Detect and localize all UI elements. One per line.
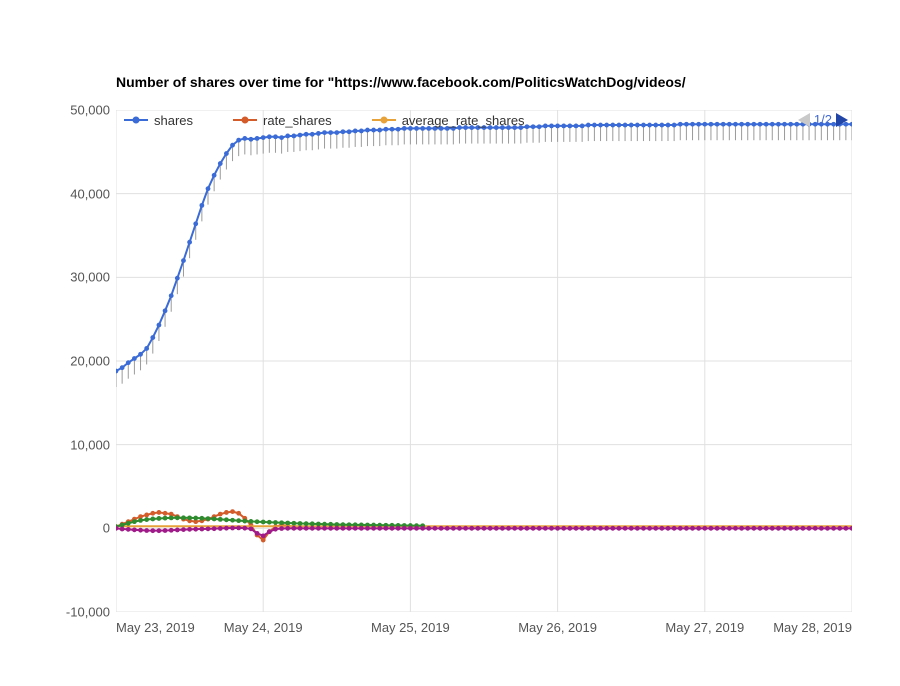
y-tick-label: 10,000 — [50, 437, 110, 452]
legend-swatch — [233, 113, 257, 127]
x-tick-label: May 28, 2019 — [773, 620, 852, 635]
series-series_magenta — [116, 526, 852, 539]
legend-swatch — [124, 113, 148, 127]
y-tick-label: 30,000 — [50, 270, 110, 285]
legend-item-average_rate_shares[interactable]: average_rate_shares — [372, 113, 525, 128]
x-tick-label: May 26, 2019 — [518, 620, 597, 635]
y-axis-labels: -10,000010,00020,00030,00040,00050,000 — [0, 110, 110, 612]
x-tick-label: May 23, 2019 — [116, 620, 195, 635]
y-tick-label: 20,000 — [50, 354, 110, 369]
y-tick-label: 40,000 — [50, 186, 110, 201]
y-tick-label: 0 — [50, 521, 110, 536]
x-tick-label: May 27, 2019 — [665, 620, 744, 635]
y-tick-label: -10,000 — [50, 605, 110, 620]
droplines — [116, 124, 852, 387]
legend: shares rate_shares average_rate_shares — [116, 110, 525, 130]
legend-pager[interactable]: 1/2 — [798, 112, 848, 127]
legend-label: rate_shares — [263, 113, 332, 128]
x-tick-label: May 25, 2019 — [371, 620, 450, 635]
chart-title-line1: Number of shares over time for "https://… — [116, 74, 686, 90]
legend-label: average_rate_shares — [402, 113, 525, 128]
pager-next-icon[interactable] — [836, 113, 848, 127]
x-tick-label: May 24, 2019 — [224, 620, 303, 635]
legend-label: shares — [154, 113, 193, 128]
legend-swatch — [372, 113, 396, 127]
legend-item-rate_shares[interactable]: rate_shares — [233, 113, 332, 128]
legend-item-shares[interactable]: shares — [124, 113, 193, 128]
y-tick-label: 50,000 — [50, 103, 110, 118]
chart-stage: Number of shares over time for "https://… — [0, 0, 900, 686]
pager-prev-icon[interactable] — [798, 113, 810, 127]
gridlines — [116, 110, 852, 612]
chart-svg — [116, 110, 852, 612]
plot-area[interactable]: shares rate_shares average_rate_shares 1/2 — [116, 110, 852, 612]
pager-text: 1/2 — [814, 112, 832, 127]
